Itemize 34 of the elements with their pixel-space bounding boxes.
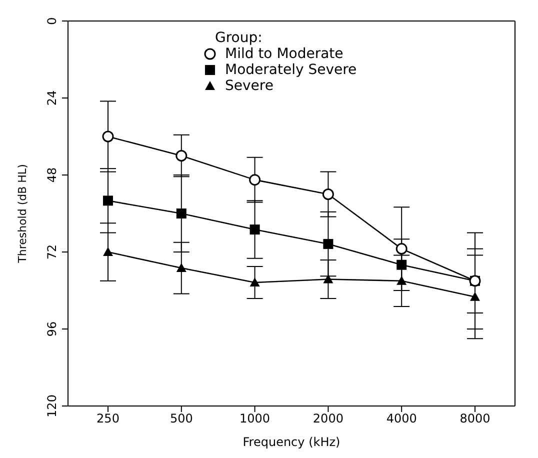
point [322,188,334,200]
point [470,292,480,301]
legend-title: Group: [214,30,264,46]
y-tick-label: 0 [45,17,59,25]
point [396,260,407,270]
point [103,247,113,256]
x-tick-label: 4000 [386,412,417,426]
point [176,150,188,162]
x-tick-label: 8000 [460,412,490,426]
y-tick-label: 72 [45,244,59,260]
point [396,276,407,285]
point [323,274,334,284]
y-axis-title: Threshold (dB HL) [16,164,29,264]
y-tick-label: 24 [45,90,59,106]
point [176,263,186,272]
x-tick-label: 1000 [240,412,270,426]
x-tick-label: 2000 [312,412,344,426]
point [323,238,334,249]
y-tick-label: 96 [45,321,59,337]
x-tick-label: 250 [96,412,120,426]
point [103,196,113,206]
legend-label: Moderately Severe [225,62,357,78]
legend-label: Severe [225,78,274,94]
point [250,277,260,286]
legend-label: Mild to Moderate [225,46,344,62]
point [102,130,114,142]
y-tick-label: 48 [45,167,59,183]
point [176,208,186,218]
point [249,174,261,186]
x-axis-title: Frequency (kHz) [242,435,340,449]
point [250,224,260,235]
x-tick-label: 500 [170,412,193,426]
y-tick-label: 120 [45,394,59,418]
point [396,243,408,255]
